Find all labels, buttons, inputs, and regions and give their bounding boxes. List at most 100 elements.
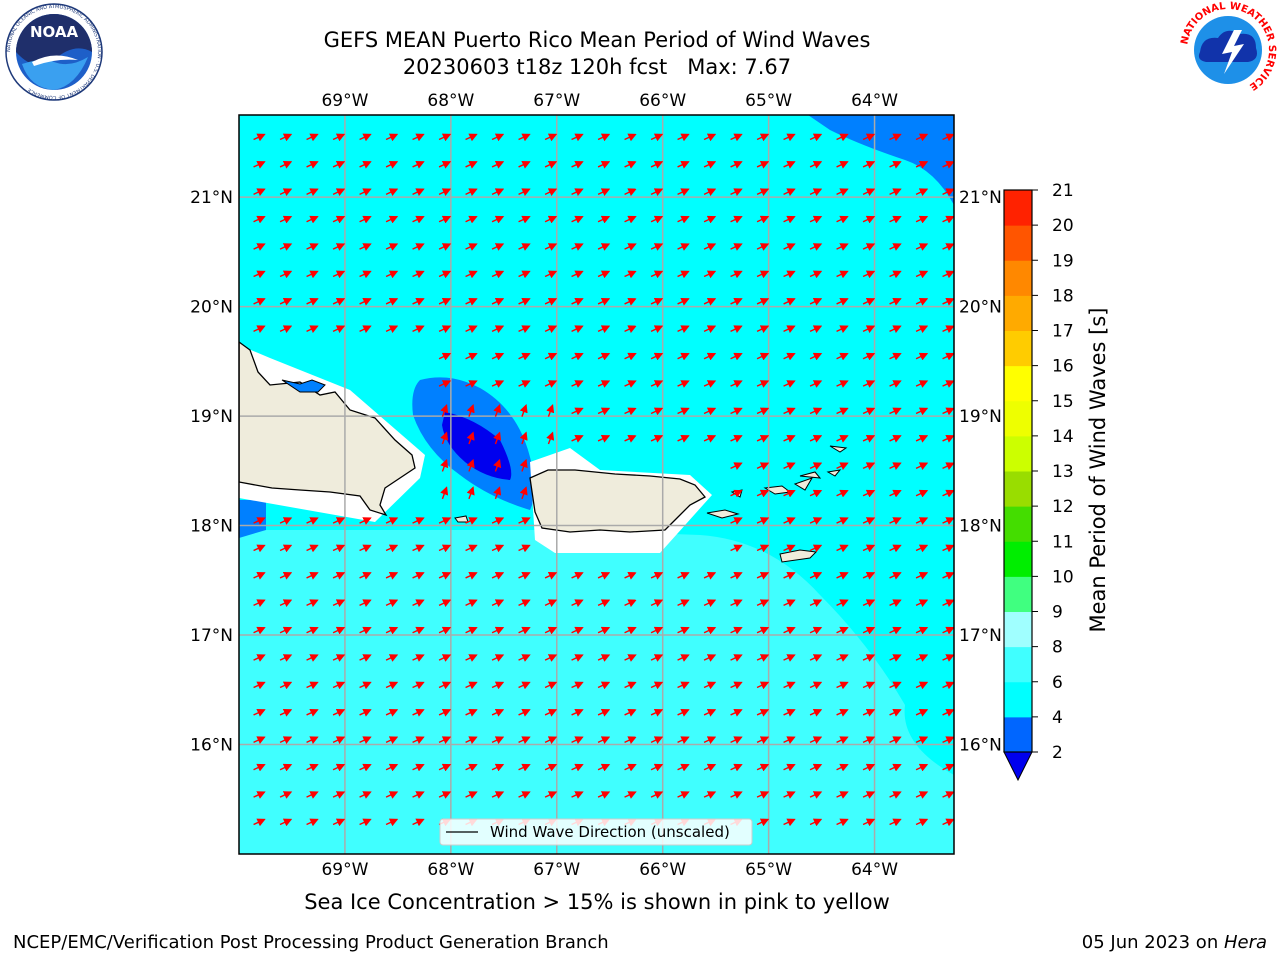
wind-arrow [889, 791, 902, 799]
wind-arrow [756, 188, 770, 197]
wind-arrow [942, 599, 954, 608]
colorbar-tick-label: 16 [1052, 357, 1074, 377]
wind-arrow [809, 709, 823, 717]
wind-arrow [836, 681, 849, 690]
lon-tick-bottom: 66°W [639, 860, 686, 880]
wind-arrow [306, 599, 319, 608]
wind-arrow [730, 626, 743, 635]
wind-arrow [544, 188, 558, 197]
wind-arrow [756, 243, 770, 251]
wind-arrow [465, 298, 478, 306]
colorbar-tick-label: 19 [1052, 251, 1074, 271]
wind-arrow [650, 352, 664, 361]
wind-arrow [730, 791, 743, 799]
wind-arrow [836, 462, 849, 471]
wind-arrow [544, 298, 558, 306]
wind-arrow [624, 791, 637, 799]
wind-arrow [730, 435, 743, 443]
wind-arrow [359, 215, 372, 224]
wind-arrow [253, 763, 266, 772]
wind-arrow [756, 736, 770, 745]
wind-arrow [385, 270, 399, 279]
lat-tick-right: 16°N [959, 736, 1002, 756]
wind-arrow [519, 431, 528, 445]
wind-arrow [809, 407, 823, 416]
wind-arrow [438, 133, 452, 142]
wind-arrow [597, 133, 611, 142]
wind-arrow [862, 243, 876, 251]
colorbar-tick-label: 21 [1052, 181, 1074, 201]
wind-arrow [518, 188, 531, 197]
wind-arrow [915, 325, 929, 334]
wind-arrow [359, 243, 372, 251]
wind-arrow [279, 681, 293, 690]
wind-arrow [253, 325, 266, 334]
wind-arrow [466, 486, 475, 500]
wind-arrow [491, 791, 505, 799]
wind-arrow [518, 161, 531, 169]
wind-arrow [359, 626, 372, 635]
wind-arrow [412, 243, 425, 251]
wind-arrow [544, 791, 558, 799]
wind-arrow [359, 736, 372, 745]
colorbar-swatch [1004, 365, 1032, 402]
wind-arrow [703, 325, 717, 334]
wind-arrow [783, 544, 796, 553]
wind-arrow [809, 681, 823, 690]
wind-arrow [650, 709, 664, 717]
wind-arrow [624, 380, 637, 388]
wind-arrow [518, 681, 531, 690]
wind-arrow [783, 188, 796, 197]
wind-arrow [624, 188, 637, 197]
wind-arrow [624, 325, 637, 334]
wind-arrow [359, 572, 372, 580]
wind-arrow [809, 791, 823, 799]
wind-arrow [571, 325, 584, 334]
wind-arrow [412, 626, 425, 635]
wind-arrow [809, 270, 823, 279]
wind-arrow [597, 681, 611, 690]
wind-arrow [518, 736, 531, 745]
wind-arrow [597, 763, 611, 772]
wind-arrow [253, 818, 266, 827]
wind-arrow [650, 572, 664, 580]
wind-arrow [518, 270, 531, 279]
colorbar-tick-label: 17 [1052, 322, 1074, 342]
wind-arrow [332, 599, 346, 608]
wind-arrow [942, 325, 954, 334]
wind-arrow [571, 215, 584, 224]
wind-arrow [438, 270, 452, 279]
wind-arrow [862, 380, 876, 388]
wind-arrow [915, 352, 929, 361]
lat-tick-left: 16°N [190, 736, 233, 756]
wind-arrow [677, 763, 690, 772]
wind-arrow [677, 215, 690, 224]
wind-arrow [809, 572, 823, 580]
wind-arrow [889, 572, 902, 580]
wind-arrow [359, 298, 372, 306]
wind-arrow [412, 818, 425, 827]
wind-arrow [306, 517, 319, 525]
wind-arrow [518, 325, 531, 334]
wind-arrow [491, 133, 505, 142]
wind-arrow [571, 380, 584, 388]
wind-arrow [571, 243, 584, 251]
wind-arrow [809, 626, 823, 635]
wind-arrow [438, 243, 452, 251]
wind-arrow [306, 654, 319, 662]
wind-arrow [730, 188, 743, 197]
wind-arrow [385, 572, 399, 580]
wind-arrow [889, 133, 902, 142]
wind-arrow [412, 188, 425, 197]
wind-arrow [730, 489, 743, 498]
wind-arrow [466, 458, 475, 472]
lon-tick-top: 69°W [321, 91, 368, 111]
wind-arrow [465, 161, 478, 169]
wind-arrow [571, 654, 584, 662]
wind-arrow [889, 599, 902, 608]
wind-arrow [650, 736, 664, 745]
wind-arrow [915, 133, 929, 142]
colorbar-tick-label: 9 [1052, 603, 1063, 623]
wind-arrow [519, 486, 528, 500]
wind-arrow [942, 681, 954, 690]
